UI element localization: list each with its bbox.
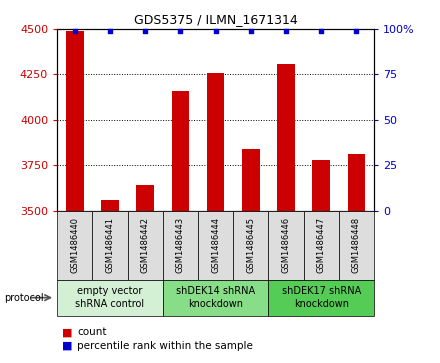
Bar [207,73,224,211]
Text: count: count [77,327,106,337]
Text: empty vector
shRNA control: empty vector shRNA control [75,286,145,309]
Text: GSM1486445: GSM1486445 [246,217,255,273]
Text: shDEK17 shRNA
knockdown: shDEK17 shRNA knockdown [282,286,361,309]
Point [71,28,78,34]
Point [177,28,184,34]
Text: GSM1486441: GSM1486441 [106,217,114,273]
Bar [277,64,295,211]
Text: GSM1486447: GSM1486447 [317,217,326,273]
Bar [101,200,119,211]
Bar [312,160,330,211]
Point [212,28,219,34]
Point [106,28,114,34]
Text: GSM1486446: GSM1486446 [282,217,290,273]
Bar [66,31,84,211]
Text: GSM1486448: GSM1486448 [352,217,361,273]
Text: GSM1486443: GSM1486443 [176,217,185,273]
Bar [242,149,260,211]
Text: protocol: protocol [4,293,44,303]
Text: GSM1486440: GSM1486440 [70,217,79,273]
Text: percentile rank within the sample: percentile rank within the sample [77,341,253,351]
Point [353,28,360,34]
Point [282,28,290,34]
Bar [172,91,189,211]
Bar [348,154,365,211]
Text: shDEK14 shRNA
knockdown: shDEK14 shRNA knockdown [176,286,255,309]
Bar [136,185,154,211]
Text: ■: ■ [62,341,72,351]
Point [142,28,149,34]
Text: GSM1486442: GSM1486442 [141,217,150,273]
Text: GSM1486444: GSM1486444 [211,217,220,273]
Point [247,28,254,34]
Point [318,28,325,34]
Text: ■: ■ [62,327,72,337]
Title: GDS5375 / ILMN_1671314: GDS5375 / ILMN_1671314 [134,13,297,26]
